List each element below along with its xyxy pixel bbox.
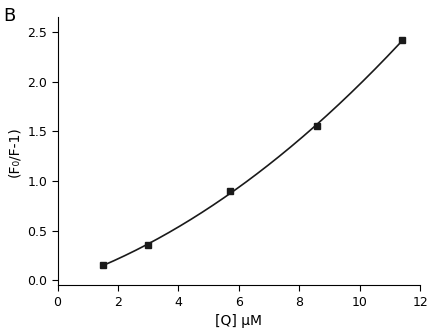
Y-axis label: (F₀/F-1): (F₀/F-1)	[7, 126, 22, 177]
X-axis label: [Q] μM: [Q] μM	[215, 314, 262, 328]
Text: B: B	[3, 7, 15, 24]
